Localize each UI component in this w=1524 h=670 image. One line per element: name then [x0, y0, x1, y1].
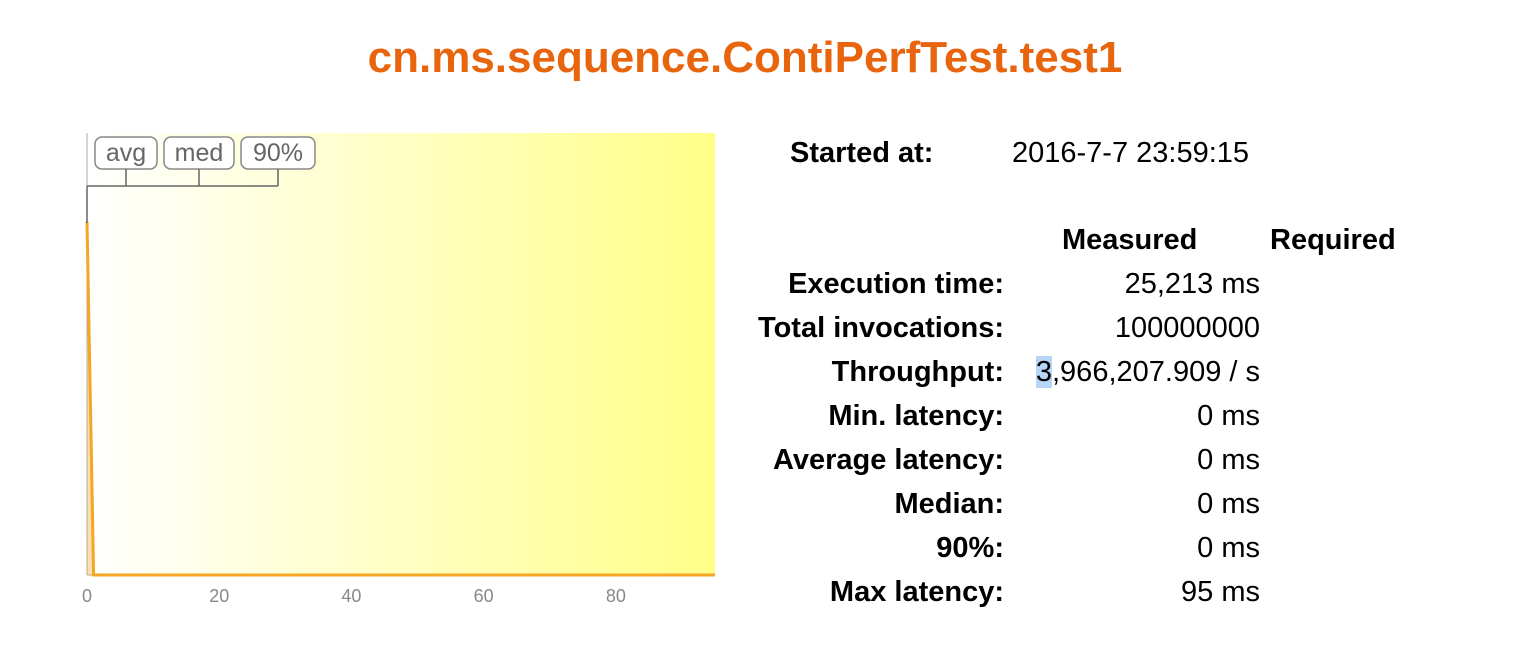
percentile-90-label: 90%: [936, 532, 1004, 564]
min-latency-value: 0 ms [1197, 400, 1260, 432]
max-latency-value: 95 ms [1181, 576, 1260, 608]
average-latency-label: Average latency: [772, 444, 1004, 476]
x-tick-label: 80 [606, 586, 626, 606]
percentile-90-value: 0 ms [1197, 532, 1260, 564]
median-label: Median: [894, 488, 1004, 520]
throughput-label: Throughput: [831, 356, 1004, 388]
average-latency-value: 0 ms [1197, 444, 1260, 476]
started-label: Started at: [790, 137, 934, 169]
throughput-value-rest: ,966,207.909 / s [1052, 356, 1260, 388]
measured-column-header: Measured [1062, 224, 1198, 256]
marker-label-text: avg [106, 139, 146, 167]
page-title: cn.ms.sequence.ContiPerfTest.test1 [367, 33, 1123, 82]
latency-chart: 0 20 40 60 80 avg med 90% [70, 125, 730, 615]
required-column-header: Required [1270, 224, 1396, 256]
selected-text: 3 [1035, 356, 1052, 388]
total-invocations-value: 100000000 [1114, 312, 1260, 344]
marker-label-text: 90% [253, 139, 303, 167]
x-tick-label: 40 [341, 586, 361, 606]
distribution-curve [85, 221, 715, 577]
marker-label-text: med [175, 139, 224, 167]
x-tick-label: 20 [209, 586, 229, 606]
started-value: 2016-7-7 23:59:15 [1012, 137, 1250, 169]
median-value: 0 ms [1197, 488, 1260, 520]
plot-background [87, 133, 715, 575]
max-latency-label: Max latency: [829, 576, 1004, 608]
execution-time-label: Execution time: [788, 268, 1004, 300]
x-tick-label: 0 [82, 586, 92, 606]
execution-time-value: 25,213 ms [1124, 268, 1260, 300]
latency-chart-svg: 0 20 40 60 80 avg med 90% [82, 133, 715, 606]
x-tick-label: 60 [474, 586, 494, 606]
total-invocations-label: Total invocations: [758, 312, 1004, 344]
min-latency-label: Min. latency: [828, 400, 1004, 432]
throughput-value[interactable]: 3,966,207.909 / s [860, 352, 1260, 392]
